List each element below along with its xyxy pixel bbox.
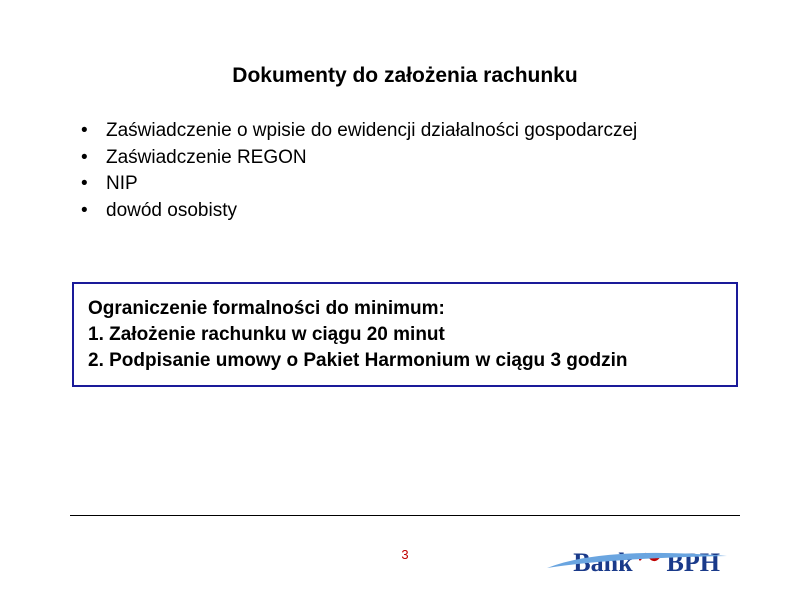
slide: Dokumenty do założenia rachunku Zaświadc… — [0, 64, 810, 604]
page-number: 3 — [401, 547, 408, 562]
highlight-box: Ograniczenie formalności do minimum: 1. … — [72, 282, 738, 387]
list-item: NIP — [78, 171, 810, 198]
box-line: Ograniczenie formalności do minimum: — [88, 296, 722, 322]
logo-swoosh-icon — [542, 540, 732, 580]
box-line: 2. Podpisanie umowy o Pakiet Harmonium w… — [88, 348, 722, 374]
list-item: Zaświadczenie o wpisie do ewidencji dzia… — [78, 118, 810, 145]
list-item: dowód osobisty — [78, 198, 810, 225]
bullet-list: Zaświadczenie o wpisie do ewidencji dzia… — [78, 118, 810, 224]
box-line: 1. Założenie rachunku w ciągu 20 minut — [88, 322, 722, 348]
divider-line — [70, 515, 740, 516]
list-item: Zaświadczenie REGON — [78, 145, 810, 172]
slide-title: Dokumenty do założenia rachunku — [0, 64, 810, 88]
